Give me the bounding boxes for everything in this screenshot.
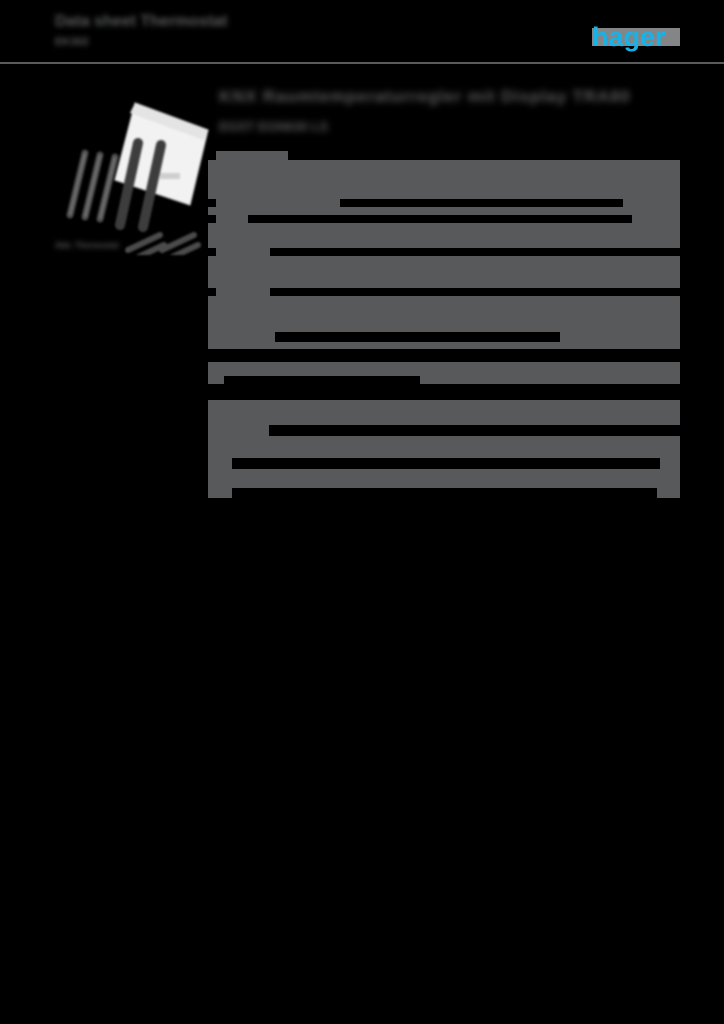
svg-text:hager: hager [592,22,666,52]
